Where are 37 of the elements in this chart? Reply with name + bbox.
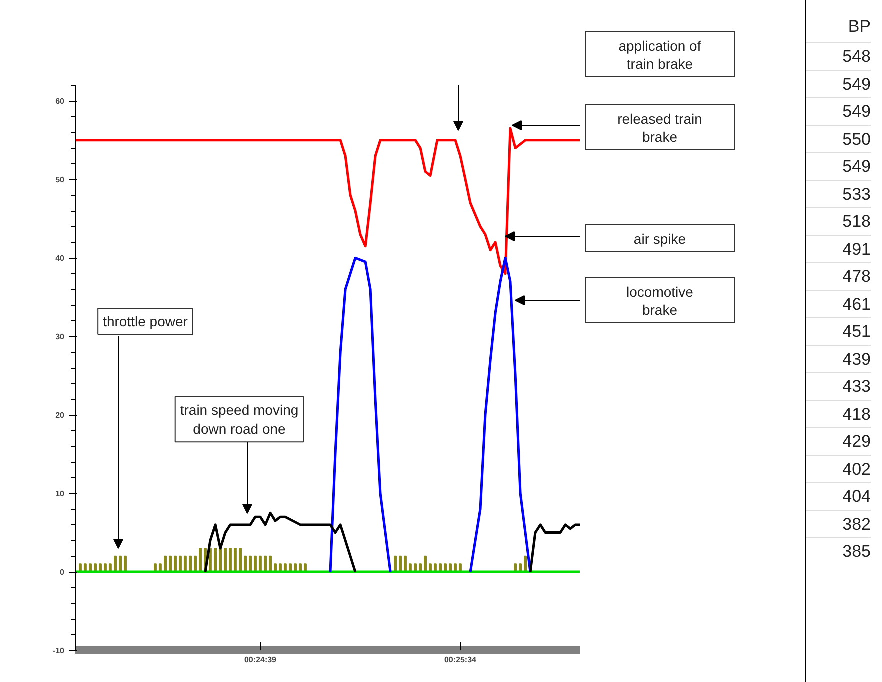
text: 518 bbox=[806, 207, 871, 234]
text: application of train brake bbox=[585, 31, 735, 77]
text: 533 bbox=[806, 180, 871, 207]
y-tick-label: -10 bbox=[52, 646, 66, 656]
y-tick-label: 10 bbox=[56, 490, 66, 499]
text: released train brake bbox=[585, 104, 735, 150]
y-tick-label: 30 bbox=[56, 332, 66, 342]
text: 549 bbox=[806, 70, 871, 97]
annotation: train speed moving down road one bbox=[180, 402, 299, 438]
annotation: throttle power bbox=[103, 314, 188, 330]
text: 404 bbox=[806, 482, 871, 510]
text: 550 bbox=[806, 124, 871, 152]
y-tick-label: 20 bbox=[56, 411, 66, 420]
text: 491 bbox=[806, 234, 871, 262]
y-tick-label: 0 bbox=[60, 568, 66, 578]
text: 549 bbox=[806, 97, 871, 124]
text: 439 bbox=[806, 344, 871, 372]
y-tick-label: 50 bbox=[56, 176, 66, 185]
text: 433 bbox=[806, 372, 871, 400]
text: 385 bbox=[806, 537, 871, 564]
x-tick-label: 00:25:34 bbox=[444, 656, 478, 664]
text: 478 bbox=[806, 262, 871, 290]
text: 451 bbox=[806, 317, 871, 344]
y-tick-label: 40 bbox=[56, 254, 66, 264]
x-tick-label: 00:24:39 bbox=[244, 656, 278, 664]
text: 402 bbox=[806, 454, 871, 482]
text: 418 bbox=[806, 400, 871, 427]
text: locomotive brake bbox=[585, 277, 735, 323]
text: 382 bbox=[806, 510, 871, 537]
text: 548 bbox=[806, 42, 871, 70]
text: 549 bbox=[806, 152, 871, 180]
y-tick-label: 60 bbox=[56, 97, 66, 106]
text: air spike bbox=[585, 224, 735, 252]
text: 429 bbox=[806, 427, 871, 454]
line-series bbox=[76, 127, 580, 276]
text: BP bbox=[847, 16, 871, 38]
text: 461 bbox=[806, 290, 871, 317]
